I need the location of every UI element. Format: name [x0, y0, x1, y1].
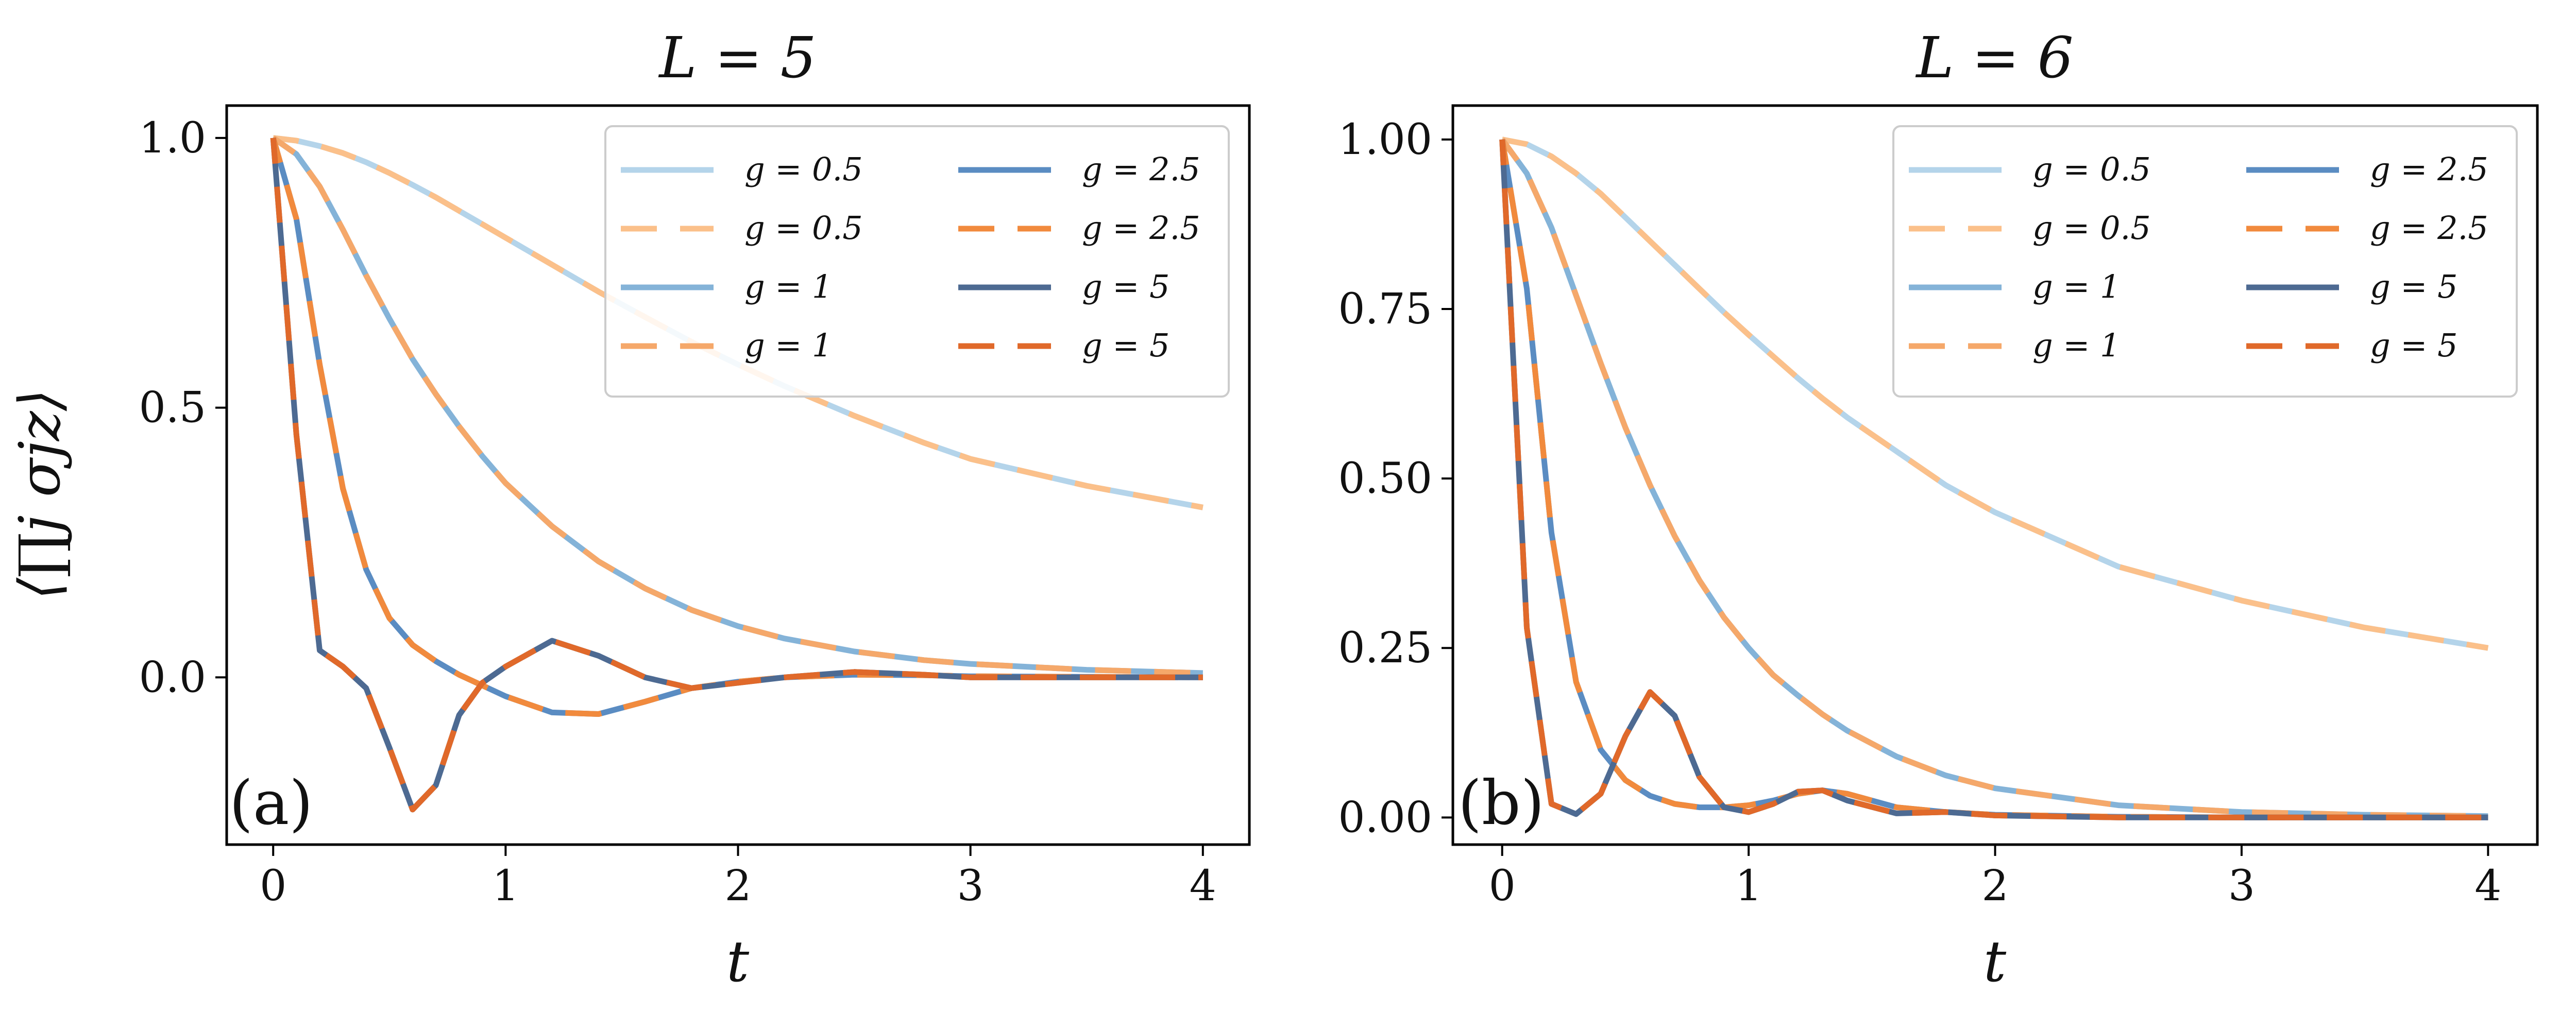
panel-a-legend-box — [604, 125, 1230, 398]
panel-b-y-tick-label: 0.25 — [1338, 624, 1432, 673]
panel-a-letter: (a) — [229, 767, 313, 838]
y-axis-label: ⟨∏j σjz⟩ — [7, 389, 73, 600]
panel-b-legend-label: g = 5 — [2370, 327, 2458, 364]
panel-b-series-0-solid — [1501, 136, 2489, 651]
panel-b-y-tick-label: 1.00 — [1338, 115, 1432, 164]
panel-b-y-tick-label: 0.75 — [1338, 285, 1432, 334]
panel-b-x-tick-label: 0 — [1489, 862, 1516, 911]
panel-b-legend-label: g = 0.5 — [2032, 209, 2151, 247]
panel-a-series-7-dashed — [270, 138, 1203, 813]
panel-b-legend-label: g = 2.5 — [2370, 150, 2488, 188]
panel-a-legend-label: g = 2.5 — [1082, 150, 1200, 188]
panel-a-title: L = 5 — [658, 25, 816, 91]
panel-a-legend-label: g = 5 — [1082, 268, 1170, 305]
panel-b-series-7-dashed — [1499, 139, 2488, 820]
panel-b-x-label: t — [1984, 929, 2007, 994]
panel-b-series-3-dashed — [1500, 138, 2488, 819]
panel-b-legend-box — [1892, 125, 2518, 398]
panel-b-y-tick-label: 0.00 — [1338, 793, 1432, 842]
panel-a-legend-label: g = 1 — [744, 268, 833, 305]
panel-b: L = 6 t (b) 0 1 2 3 4 0.00 0.25 0.50 0.75 1.00 g =… — [1338, 25, 2539, 994]
panel-a-y-tick-label: 0.0 — [139, 653, 206, 702]
panel-b-x-tick-label: 1 — [1735, 862, 1762, 911]
panel-b-legend-label: g = 1 — [2032, 327, 2121, 364]
panel-b-title: L = 6 — [1915, 25, 2073, 91]
panel-a-legend: g = 0.5 g = 0.5 g = 1 g = 1 g = 2.5 g = 2.5 g … — [604, 125, 1230, 398]
panel-b-y-tick-label: 0.50 — [1338, 454, 1432, 503]
panel-a-x-tick-label: 3 — [957, 862, 984, 911]
panel-b-series — [1499, 136, 2489, 820]
panel-b-legend-label: g = 1 — [2032, 268, 2121, 305]
panel-a-x-tick-label: 1 — [492, 862, 519, 911]
panel-b-legend-label: g = 5 — [2370, 268, 2458, 305]
panel-b-x-tick-label: 3 — [2228, 862, 2255, 911]
panel-b-legend-label: g = 2.5 — [2370, 209, 2488, 247]
panel-a: L = 5 t (a) 0 1 2 3 40.00.51.0g = 0.5g = 0.5… — [139, 25, 1251, 994]
panel-a-x-label: t — [726, 929, 750, 994]
panel-a-series-3-dashed — [272, 135, 1203, 676]
panel-a-x-tick-label: 4 — [1190, 862, 1216, 911]
panel-a-legend-label: g = 5 — [1082, 327, 1170, 364]
panel-a-series-1-dashed — [273, 135, 1204, 510]
panel-a-y-tick-label: 1.0 — [139, 114, 206, 163]
panel-a-legend-label: g = 1 — [744, 327, 833, 364]
panel-b-x-tick-label: 4 — [2475, 862, 2501, 911]
panel-a-x-tick-label: 2 — [724, 862, 751, 911]
panel-a-series — [270, 135, 1204, 813]
panel-b-legend-label: g = 0.5 — [2032, 150, 2151, 188]
panel-a-legend-label: g = 2.5 — [1082, 209, 1200, 247]
panel-a-legend-label: g = 0.5 — [744, 209, 863, 247]
panel-a-y-tick-label: 0.5 — [139, 384, 206, 433]
panel-b-x-tick-label: 2 — [1981, 862, 2008, 911]
panel-b-letter: (b) — [1458, 767, 1545, 838]
panel-a-legend-label: g = 0.5 — [744, 150, 863, 188]
panel-b-series-5-dashed — [1499, 139, 2488, 820]
panel-b-legend: g = 0.5 g = 0.5 g = 1 g = 1 g = 2.5 g = 2.5 g … — [1892, 125, 2518, 398]
panel-a-x-tick-label: 0 — [260, 862, 286, 911]
